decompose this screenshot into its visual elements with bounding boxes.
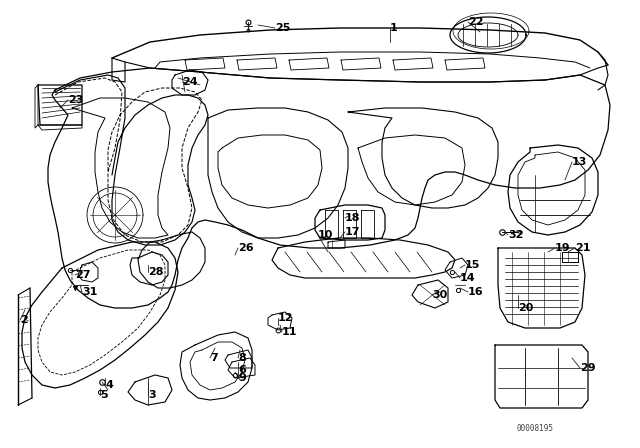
Text: 11: 11 <box>282 327 298 337</box>
Text: 24: 24 <box>182 77 198 87</box>
Text: 13: 13 <box>572 157 588 167</box>
Text: 20: 20 <box>518 303 533 313</box>
Text: 23: 23 <box>68 95 83 105</box>
Text: 6: 6 <box>238 365 246 375</box>
Text: 32: 32 <box>508 230 524 240</box>
Text: 15: 15 <box>465 260 481 270</box>
Text: 30: 30 <box>432 290 447 300</box>
Text: 7: 7 <box>210 353 218 363</box>
Text: 14: 14 <box>460 273 476 283</box>
Text: 3: 3 <box>148 390 156 400</box>
Text: 19: 19 <box>555 243 571 253</box>
Text: 00008195: 00008195 <box>516 423 554 432</box>
Text: 27: 27 <box>75 270 90 280</box>
Text: 12: 12 <box>278 313 294 323</box>
Text: 2: 2 <box>20 315 28 325</box>
Text: 1: 1 <box>390 23 397 33</box>
Text: 29: 29 <box>580 363 596 373</box>
Text: 18: 18 <box>345 213 360 223</box>
Text: 16: 16 <box>468 287 484 297</box>
Text: 22: 22 <box>468 17 483 27</box>
Text: 4: 4 <box>105 380 113 390</box>
Text: 26: 26 <box>238 243 253 253</box>
Text: 21: 21 <box>575 243 591 253</box>
Text: 5: 5 <box>100 390 108 400</box>
Text: 31: 31 <box>82 287 97 297</box>
Text: 9: 9 <box>238 373 246 383</box>
Text: 17: 17 <box>345 227 360 237</box>
Text: 10: 10 <box>318 230 333 240</box>
Text: 25: 25 <box>275 23 291 33</box>
Text: 8: 8 <box>238 353 246 363</box>
Text: 28: 28 <box>148 267 163 277</box>
